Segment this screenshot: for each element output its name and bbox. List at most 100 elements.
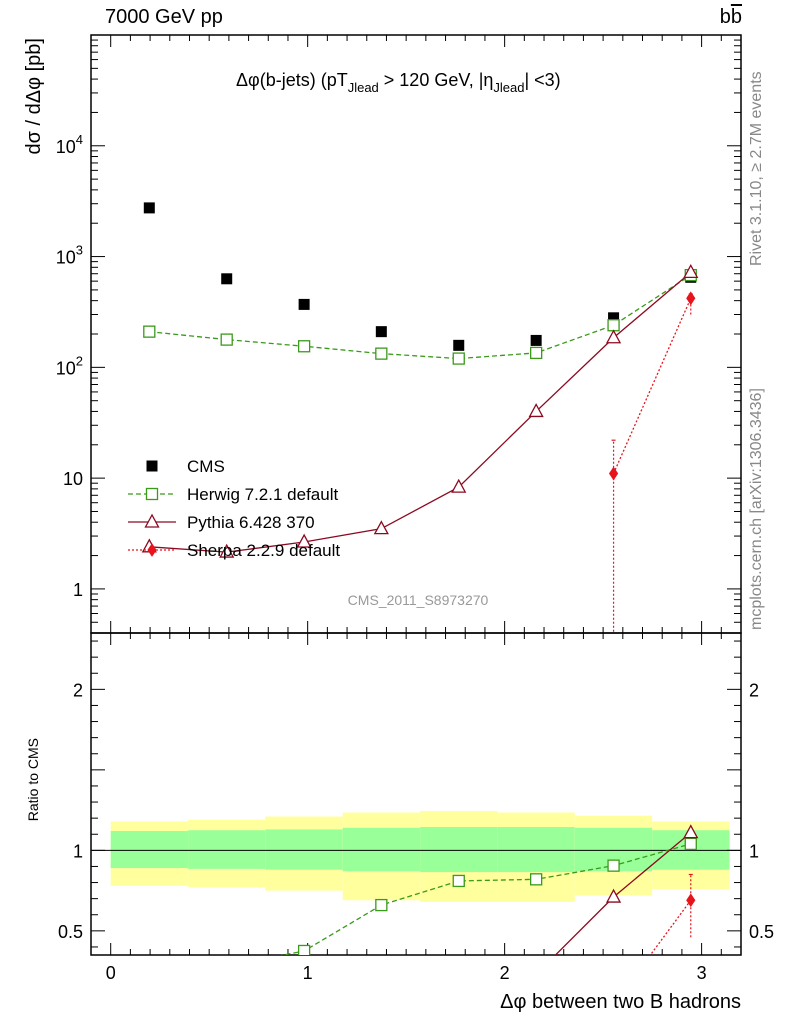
ratio-y-tick-label: 1 (73, 841, 83, 861)
ratio-y-tick-label-right: 2 (749, 680, 759, 700)
y-tick-label: 1 (73, 580, 83, 600)
ratio-series-line (280, 843, 691, 955)
legend-label: Pythia 6.428 370 (187, 513, 315, 532)
ratio-series-line (554, 832, 692, 955)
main-series-line (612, 298, 692, 474)
ratio-series-herwig (144, 837, 697, 1005)
legend-label: Herwig 7.2.1 default (187, 485, 338, 504)
ratio-y-tick-label: 0.5 (58, 922, 83, 942)
main-data-point (608, 466, 619, 481)
y-axis-title: dσ / dΔφ [pb] (23, 38, 45, 155)
main-data-point (530, 334, 542, 346)
band-inner-bin (265, 829, 343, 870)
main-data-point (451, 478, 467, 493)
main-data-point (452, 352, 465, 365)
y-tick-label-exponent: 2 (76, 353, 83, 368)
y-tick-label: 104 (56, 132, 83, 157)
header-energy: 7000 GeV pp (105, 6, 223, 28)
x-tick-label: 2 (500, 963, 510, 983)
ratio-data-point (220, 1004, 233, 1016)
ratio-y-tick-label: 2 (73, 680, 83, 700)
main-series-sherpa (608, 291, 696, 633)
main-data-point (607, 319, 620, 332)
main-data-point (143, 325, 156, 338)
main-data-point (373, 520, 389, 535)
ratio-data-point (607, 859, 620, 872)
y-tick-label-base: 10 (56, 248, 76, 268)
main-data-point (143, 202, 155, 214)
ratio-data-point (297, 944, 311, 955)
ratio-data-point (375, 1002, 388, 1014)
analysis-watermark: CMS_2011_S8973270 (348, 592, 489, 608)
main-data-point (220, 333, 233, 346)
main-data-point (297, 340, 311, 353)
x-tick-label: 3 (697, 963, 707, 983)
ratio-series-sherpa (649, 873, 696, 955)
ratio-data-point (144, 994, 155, 1005)
y-tick-label-exponent: 4 (76, 132, 83, 147)
ratio-y-axis-title: Ratio to CMS (25, 738, 41, 821)
x-tick-label: 0 (106, 963, 116, 983)
band-inner-bin (342, 827, 421, 872)
ratio-data-point (684, 837, 697, 851)
main-data-point (375, 347, 388, 360)
title-part: > 120 GeV, |η (379, 70, 494, 90)
legend-entry: Herwig 7.2.1 default (128, 485, 338, 504)
legend-marker (144, 513, 160, 528)
ratio-data-point (683, 824, 699, 839)
title-part: | <3) (524, 70, 560, 90)
legend-marker (146, 460, 158, 472)
y-tick-label: 10 (63, 469, 83, 489)
ratio-data-point (452, 996, 465, 1008)
main-data-point (298, 298, 310, 310)
ratio-data-point (530, 873, 543, 886)
ratio-uncertainty-bands (110, 810, 730, 902)
title-subscript: Jlead (493, 80, 524, 95)
ratio-data-point (530, 967, 543, 979)
title-subscript: Jlead (348, 80, 379, 95)
legend-marker (145, 487, 159, 501)
ratio-data-point (686, 893, 696, 908)
main-data-point (605, 329, 622, 344)
main-data-point (375, 326, 387, 338)
y-tick-label-base: 10 (56, 358, 76, 378)
ratio-data-point (605, 888, 622, 903)
main-data-point (296, 533, 312, 548)
y-tick-label-base: 10 (56, 137, 76, 157)
ratio-y-tick-label-right: 1 (749, 841, 759, 861)
ratio-data-point (452, 874, 465, 888)
plot-title: Δφ(b-jets) (pTJlead > 120 GeV, |ηJlead| … (236, 70, 561, 95)
main-data-point (686, 291, 696, 306)
main-data-point (219, 543, 235, 558)
header-process: bb (719, 6, 742, 28)
ratio-series-line (649, 899, 692, 955)
ratio-y-tick-label-right: 0.5 (749, 922, 774, 942)
main-data-point (453, 339, 465, 351)
main-data-point (528, 403, 544, 418)
ratio-data-point (298, 1003, 311, 1015)
ratio-plot-frame (90, 632, 742, 956)
y-tick-label-exponent: 3 (76, 243, 83, 258)
ratio-data-point (221, 961, 232, 972)
main-series-line (149, 274, 692, 360)
legend-marker (147, 543, 157, 557)
ratio-data-point (143, 1004, 156, 1016)
x-axis-title: Δφ between two B hadrons (500, 991, 741, 1013)
legend-label: Sherpa 2.2.9 default (187, 541, 340, 560)
legend-entry: CMS (146, 457, 225, 476)
ratio-series-pythia (143, 824, 699, 1016)
legend-entry: Sherpa 2.2.9 default (128, 541, 340, 560)
band-inner-bin (420, 827, 498, 873)
title-part: Δφ(b-jets) (pT (236, 70, 348, 90)
y-tick-label: 102 (56, 353, 83, 378)
ratio-data-point (375, 898, 388, 912)
main-series-herwig (143, 268, 697, 365)
band-inner-bin (497, 827, 575, 873)
y-tick-label: 103 (56, 243, 83, 268)
main-series-line (149, 271, 692, 553)
main-data-point (683, 264, 699, 279)
legend-label: CMS (187, 457, 225, 476)
legend-entry: Pythia 6.428 370 (128, 513, 315, 532)
main-data-point (530, 346, 543, 360)
